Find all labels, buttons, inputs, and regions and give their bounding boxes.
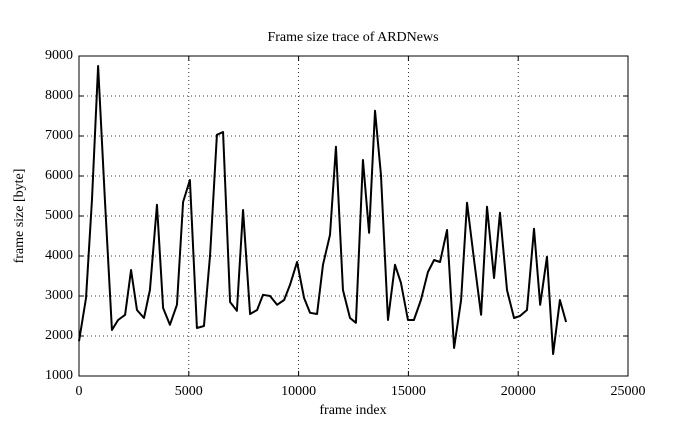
y-tick-label: 3000: [45, 288, 73, 303]
plot-frame: [78, 55, 629, 377]
x-axis-label: frame index: [319, 403, 386, 418]
x-tick-label: 20000: [501, 384, 536, 399]
x-tick-label: 10000: [281, 384, 316, 399]
y-tick-label: 9000: [45, 48, 73, 63]
x-tick-label: 25000: [611, 384, 646, 399]
y-tick-label: 4000: [45, 248, 73, 263]
x-tick-label: 15000: [391, 384, 426, 399]
y-tick-label: 6000: [45, 168, 73, 183]
x-tick-label: 0: [76, 384, 83, 399]
x-tick-label: 5000: [175, 384, 203, 399]
y-tick-label: 5000: [45, 208, 73, 223]
y-tick-label: 1000: [45, 368, 73, 383]
y-tick-label: 8000: [45, 88, 73, 103]
data-line: [78, 65, 568, 355]
y-tick-label: 2000: [45, 328, 73, 343]
chart-title: Frame size trace of ARDNews: [267, 30, 438, 45]
y-tick-label: 7000: [45, 128, 73, 143]
y-axis-label: frame size [byte]: [12, 169, 27, 264]
